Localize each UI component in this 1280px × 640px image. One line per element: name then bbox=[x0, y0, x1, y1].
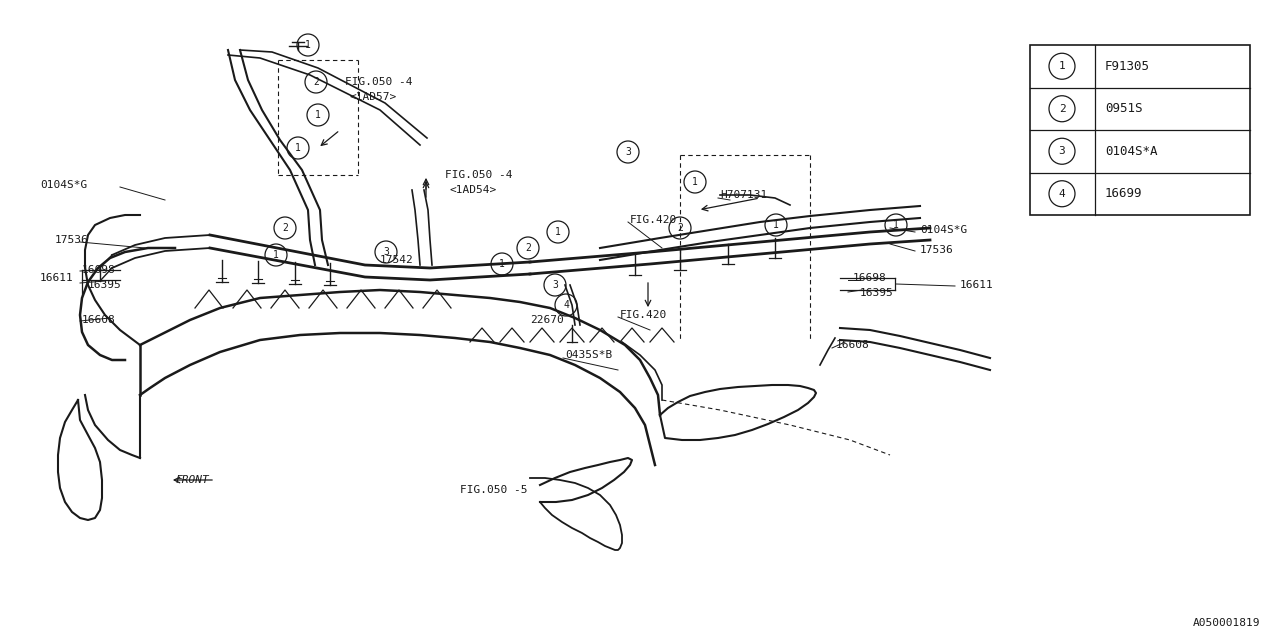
Text: 1: 1 bbox=[893, 220, 899, 230]
Text: 0104S*A: 0104S*A bbox=[1105, 145, 1157, 157]
Text: 1: 1 bbox=[1059, 61, 1065, 71]
Text: A050001819: A050001819 bbox=[1193, 618, 1260, 628]
Text: FIG.420: FIG.420 bbox=[630, 215, 677, 225]
Text: FIG.050 -4: FIG.050 -4 bbox=[346, 77, 412, 87]
Text: 16395: 16395 bbox=[860, 288, 893, 298]
Text: 16698: 16698 bbox=[82, 265, 115, 275]
Text: 2: 2 bbox=[1059, 104, 1065, 114]
Text: 22670: 22670 bbox=[530, 315, 563, 325]
Text: FIG.420: FIG.420 bbox=[620, 310, 667, 320]
Text: 2: 2 bbox=[282, 223, 288, 233]
Text: 2: 2 bbox=[314, 77, 319, 87]
Text: 1: 1 bbox=[773, 220, 780, 230]
Text: 1: 1 bbox=[296, 143, 301, 153]
Text: FIG.050 -5: FIG.050 -5 bbox=[460, 485, 527, 495]
Text: 16698: 16698 bbox=[852, 273, 887, 283]
Text: 3: 3 bbox=[625, 147, 631, 157]
Text: FIG.050 -4: FIG.050 -4 bbox=[445, 170, 512, 180]
Text: 16699: 16699 bbox=[1105, 188, 1143, 200]
Text: 17536: 17536 bbox=[55, 235, 88, 245]
Text: <1AD54>: <1AD54> bbox=[451, 185, 497, 195]
Text: 17542: 17542 bbox=[380, 255, 413, 265]
Text: 1: 1 bbox=[556, 227, 561, 237]
Text: 4: 4 bbox=[1059, 189, 1065, 199]
Text: F91305: F91305 bbox=[1105, 60, 1149, 73]
Text: 0104S*G: 0104S*G bbox=[40, 180, 87, 190]
Text: 1: 1 bbox=[499, 259, 504, 269]
Text: H707131: H707131 bbox=[719, 190, 767, 200]
Text: 0435S*B: 0435S*B bbox=[564, 350, 612, 360]
Text: 1: 1 bbox=[273, 250, 279, 260]
Text: 0951S: 0951S bbox=[1105, 102, 1143, 115]
Text: 16608: 16608 bbox=[82, 315, 115, 325]
Text: 16611: 16611 bbox=[40, 273, 74, 283]
Text: 3: 3 bbox=[552, 280, 558, 290]
Text: 3: 3 bbox=[383, 247, 389, 257]
Text: 3: 3 bbox=[1059, 147, 1065, 156]
Text: 17536: 17536 bbox=[920, 245, 954, 255]
Text: 2: 2 bbox=[677, 223, 684, 233]
Text: 0104S*G: 0104S*G bbox=[920, 225, 968, 235]
Bar bbox=[1030, 45, 1251, 215]
Text: 16608: 16608 bbox=[836, 340, 869, 350]
Text: 16395: 16395 bbox=[88, 280, 122, 290]
Text: 4: 4 bbox=[563, 300, 568, 310]
Text: 1: 1 bbox=[692, 177, 698, 187]
Text: <1AD57>: <1AD57> bbox=[349, 92, 397, 102]
Text: 2: 2 bbox=[525, 243, 531, 253]
Text: 1: 1 bbox=[305, 40, 311, 50]
Text: 16611: 16611 bbox=[960, 280, 993, 290]
Text: FRONT: FRONT bbox=[175, 475, 209, 485]
Text: 1: 1 bbox=[315, 110, 321, 120]
